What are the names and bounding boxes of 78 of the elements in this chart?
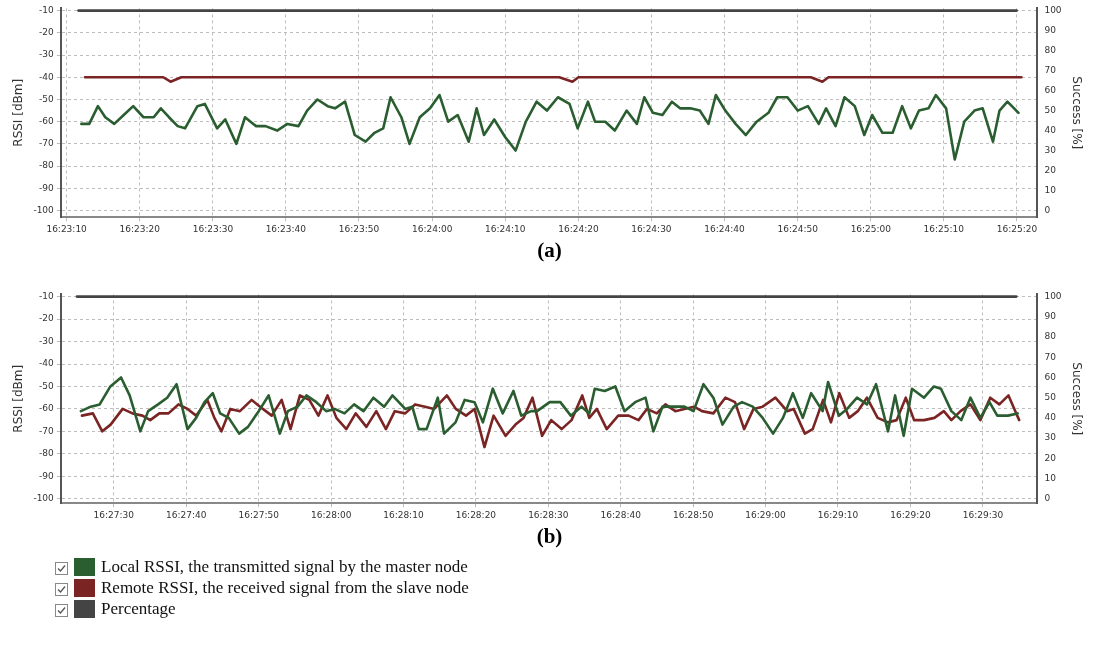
y-axis-title: RSSI [dBm] [11,78,26,147]
y-axis-title: RSSI [dBm] [11,364,26,433]
text: (b) [535,524,564,550]
y2-tick-label: 90 [1044,311,1057,322]
y-tick-label: -20 [39,27,55,38]
x-tick-label: 16:25:00 [850,223,892,234]
y-tick-label: -50 [39,380,55,391]
x-tick-label: 16:29:10 [817,509,859,520]
x-tick-label: 16:28:20 [455,509,497,520]
y-tick-label: -50 [39,93,55,104]
y-tick-label: -60 [39,116,55,127]
x-tick-label: 16:25:10 [923,223,965,234]
x-tick-label: 16:28:30 [528,509,569,520]
legend-label: Local RSSI, the transmitted signal by the master node [101,556,468,577]
x-tick-label: 16:23:10 [46,223,88,234]
y-tick-label: -60 [39,403,55,414]
x-tick-label: 16:29:20 [890,509,931,520]
y-tick-label: -10 [39,290,55,301]
y2-tick-label: 70 [1044,64,1057,75]
y2-tick-label: 80 [1044,331,1057,342]
y2-tick-label: 50 [1044,104,1057,115]
y-tick-label: -10 [39,4,55,15]
y2-tick-label: 20 [1044,164,1057,175]
x-tick-label: 16:23:50 [338,223,380,234]
x-tick-label: 16:29:30 [962,509,1004,520]
x-tick-label: 16:23:20 [119,223,161,234]
x-tick-label: 16:24:00 [411,223,453,234]
y-tick-label: -70 [39,425,55,436]
x-tick-label: 16:24:30 [631,223,672,234]
legend-label: Remote RSSI, the received signal from the slave node [101,577,469,598]
y2-axis-title: Success [%] [1069,76,1084,150]
y2-tick-label: 10 [1044,472,1057,483]
x-tick-label: 16:25:20 [996,223,1038,234]
x-tick-label: 16:27:30 [93,509,135,520]
y-tick-label: -30 [39,335,55,346]
y-tick-label: -40 [39,358,55,369]
y2-tick-label: 20 [1044,452,1057,463]
y2-tick-label: 60 [1044,371,1057,382]
y2-axis-title: Success [%] [1069,362,1084,436]
y2-tick-label: 40 [1044,412,1057,423]
legend-label: Percentage [101,598,176,619]
y-tick-label: -70 [39,138,55,149]
x-tick-label: 16:23:30 [192,223,234,234]
x-tick-label: 16:24:50 [777,223,819,234]
y2-tick-label: 50 [1044,392,1057,403]
y2-tick-label: 70 [1044,351,1057,362]
y2-tick-label: 30 [1044,432,1057,443]
y2-tick-label: 100 [1044,290,1062,301]
x-tick-label: 16:23:40 [265,223,307,234]
y-tick-label: -30 [39,49,55,60]
y2-tick-label: 0 [1044,204,1051,215]
y-tick-label: -100 [33,493,55,504]
x-tick-label: 16:28:00 [310,509,352,520]
y2-tick-label: 80 [1044,44,1057,55]
x-tick-label: 16:28:50 [673,509,714,520]
x-tick-label: 16:24:40 [704,223,746,234]
text: (a) [536,238,563,264]
x-tick-label: 16:24:10 [485,223,526,234]
x-tick-label: 16:27:40 [166,509,207,520]
y-tick-label: -100 [33,204,55,215]
x-tick-label: 16:24:20 [558,223,599,234]
y2-tick-label: 10 [1044,184,1057,195]
x-tick-label: 16:28:10 [383,509,424,520]
y-tick-label: -80 [39,448,55,459]
x-tick-label: 16:28:40 [600,509,642,520]
y2-tick-label: 0 [1044,493,1051,504]
y2-tick-label: 100 [1044,4,1062,15]
y2-tick-label: 30 [1044,144,1057,155]
y-tick-label: -80 [39,160,55,171]
y-tick-label: -90 [39,470,55,481]
y2-tick-label: 60 [1044,84,1057,95]
y2-tick-label: 90 [1044,24,1057,35]
x-tick-label: 16:29:00 [745,509,786,520]
y-tick-label: -40 [39,71,55,82]
y-tick-label: -90 [39,182,55,193]
x-tick-label: 16:27:50 [238,509,280,520]
y-tick-label: -20 [39,313,55,324]
y2-tick-label: 40 [1044,124,1057,135]
